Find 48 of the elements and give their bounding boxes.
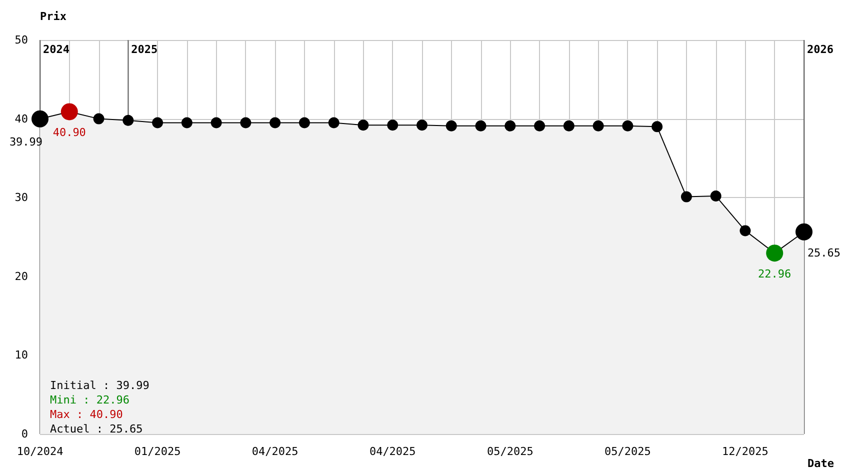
annotation: Actuel : 25.65 <box>50 422 143 436</box>
point <box>93 113 104 124</box>
x-tick-label: 05/2025 <box>604 445 651 458</box>
point <box>504 120 516 132</box>
point <box>475 120 486 132</box>
point <box>534 120 546 132</box>
point <box>358 120 369 131</box>
y-axis-title: Prix <box>40 10 67 23</box>
data-label: 40.90 <box>52 126 86 140</box>
point <box>328 117 340 128</box>
y-tick-label: 10 <box>14 348 28 362</box>
point <box>563 120 574 132</box>
point <box>680 191 692 202</box>
point <box>122 114 134 126</box>
point <box>416 120 428 131</box>
point <box>270 117 281 128</box>
point <box>740 225 751 236</box>
point <box>298 117 310 128</box>
data-label: 22.96 <box>758 268 792 281</box>
x-tick-label: 12/2025 <box>722 445 768 458</box>
annotation: Initial : 39.99 <box>50 379 150 392</box>
annotation: 2025 <box>131 43 158 56</box>
x-axis-title: Date <box>808 457 834 470</box>
y-tick-label: 30 <box>14 191 28 204</box>
annotation: Max : 40.90 <box>50 408 123 421</box>
point <box>387 120 398 131</box>
point <box>710 190 722 202</box>
x-tick-label: 10/2024 <box>16 445 64 458</box>
y-tick-label: 0 <box>21 428 28 440</box>
x-tick-label: 04/2025 <box>252 445 298 458</box>
point <box>152 117 164 128</box>
y-tick-label: 40 <box>14 112 28 126</box>
point <box>622 120 634 132</box>
x-tick-label: 05/2025 <box>486 445 534 458</box>
point <box>210 117 222 128</box>
data-label: 25.65 <box>807 246 841 260</box>
annotation: 2024 <box>43 43 70 56</box>
x-tick-label: 04/2025 <box>369 445 416 458</box>
point <box>181 117 192 128</box>
point <box>652 121 663 132</box>
point <box>592 120 604 132</box>
text: 2026 <box>807 43 834 56</box>
y-tick-label: 20 <box>14 270 28 283</box>
y-tick-label: 50 <box>14 34 28 46</box>
annotation: Mini : 22.96 <box>50 394 130 406</box>
x-tick-label: 01/2025 <box>134 445 181 458</box>
point <box>240 117 252 128</box>
point <box>446 120 457 132</box>
